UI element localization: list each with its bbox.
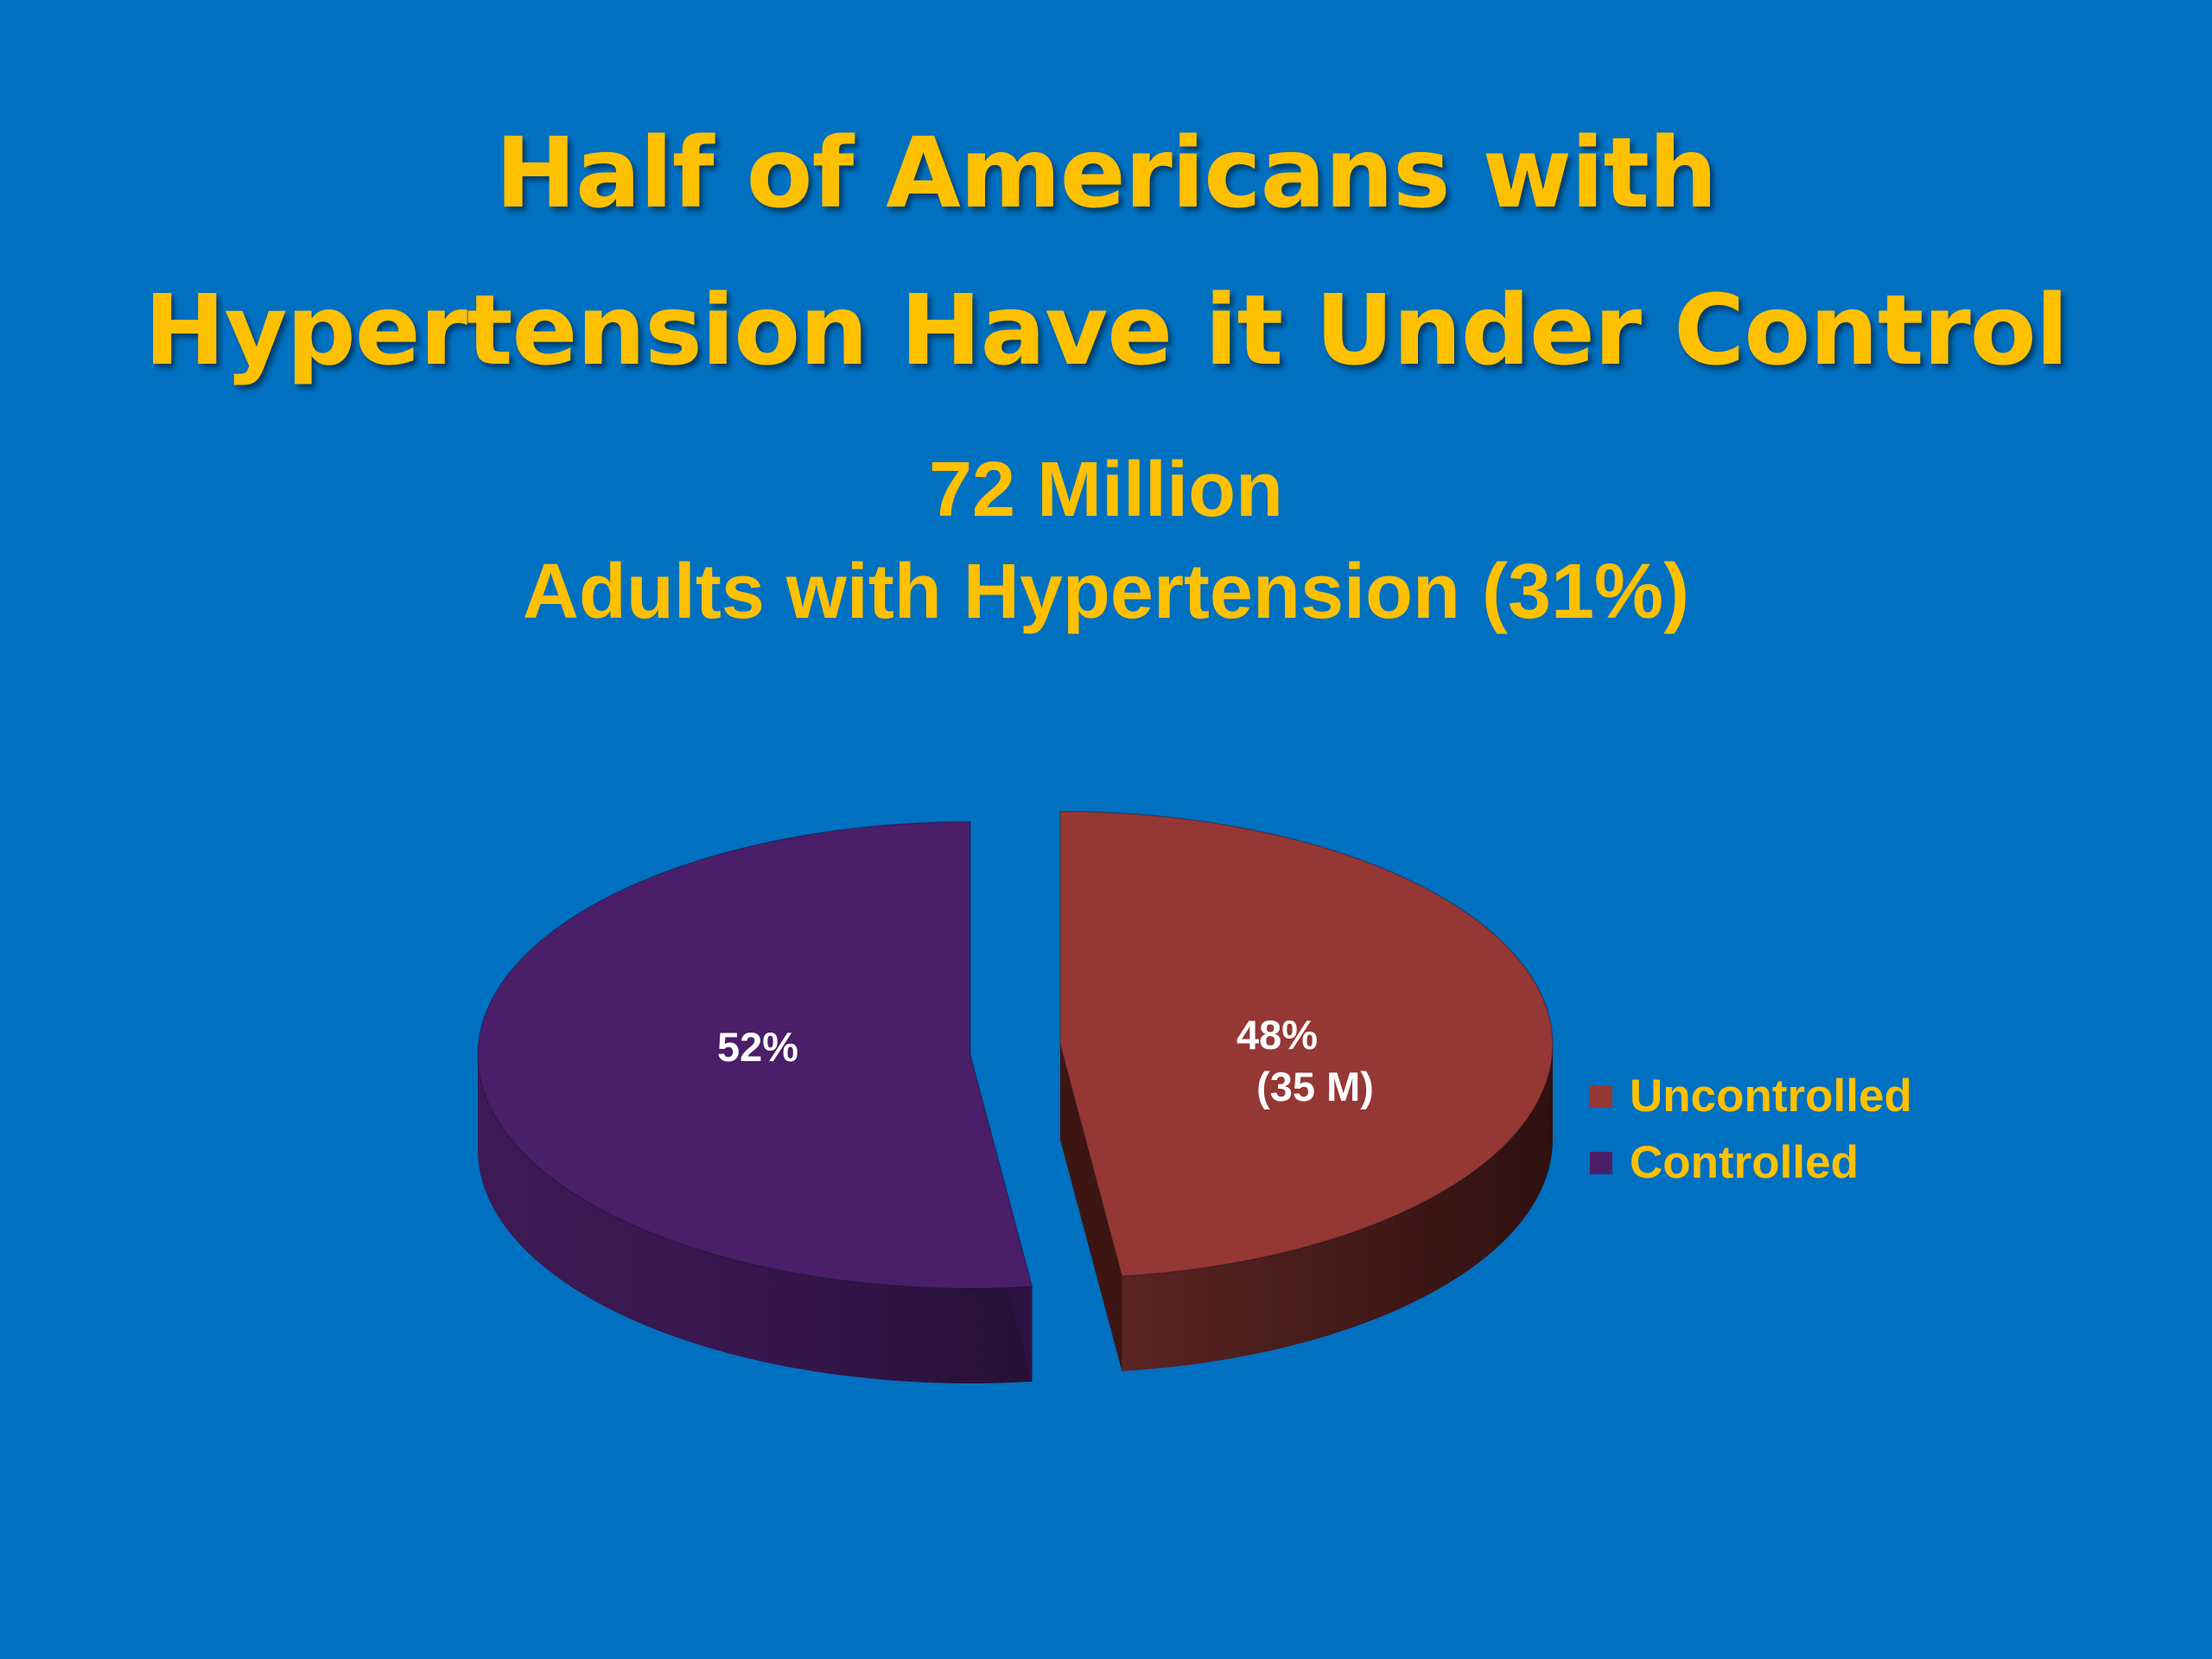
data-label-controlled: 52% <box>717 1024 798 1070</box>
subtitle-line-2: Adults with Hypertension (31%) <box>522 549 1690 635</box>
pie-slice-side-controlled <box>478 1055 1033 1384</box>
chart-legend: Uncontrolled Controlled <box>1590 1063 1912 1196</box>
title-line-2: Hypertension Have it Under Control <box>143 275 2069 387</box>
legend-swatch-controlled <box>1590 1151 1612 1174</box>
legend-swatch-uncontrolled <box>1590 1084 1612 1108</box>
legend-item-uncontrolled: Uncontrolled <box>1590 1063 1912 1129</box>
data-label-uncontrolled: 48% <box>1236 1012 1318 1058</box>
pie-slice-side-uncontrolled <box>1122 1045 1553 1371</box>
legend-label-controlled: Controlled <box>1630 1137 1859 1188</box>
title-line-1: Half of Americans with <box>495 118 1718 230</box>
pie-slice-cut-uncontrolled <box>1060 1045 1122 1371</box>
legend-item-controlled: Controlled <box>1590 1129 1912 1196</box>
subtitle-line-1: 72 Million <box>928 447 1284 533</box>
legend-label-uncontrolled: Uncontrolled <box>1630 1071 1912 1122</box>
chart-subtitle: 72 Million Adults with Hypertension (31%… <box>0 439 2212 643</box>
pie-slice-uncontrolled <box>1059 810 1554 1277</box>
data-sublabel-uncontrolled: (35 M) <box>1256 1064 1374 1109</box>
pie-slice-controlled <box>477 821 1033 1289</box>
slide-title: Half of Americans with Hypertension Have… <box>0 95 2212 410</box>
